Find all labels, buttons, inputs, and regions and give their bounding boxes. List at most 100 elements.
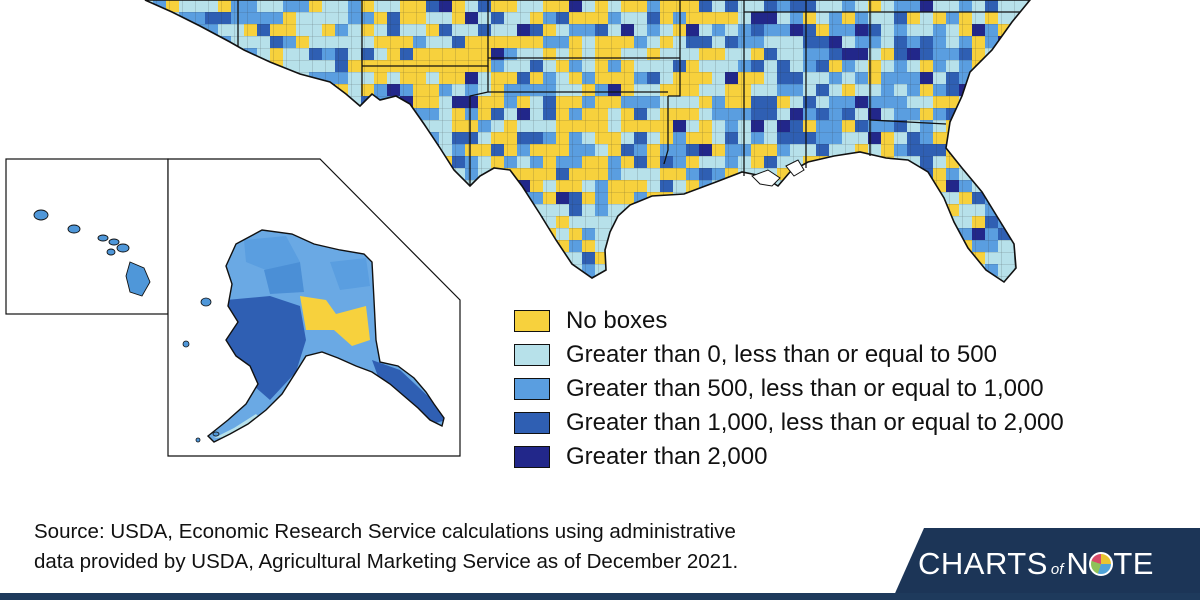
county-cell <box>296 84 309 96</box>
county-cell <box>556 288 569 300</box>
county-cell <box>907 240 920 252</box>
county-cell <box>1024 48 1030 60</box>
county-cell <box>218 108 231 120</box>
county-cell <box>855 228 868 240</box>
county-cell <box>517 276 530 282</box>
source-note: Source: USDA, Economic Research Service … <box>34 517 874 577</box>
county-cell <box>465 264 478 276</box>
county-cell <box>959 288 972 300</box>
county-cell <box>283 72 296 84</box>
county-cell <box>205 48 218 60</box>
county-cell <box>699 204 712 216</box>
county-cell <box>530 288 543 300</box>
county-cell <box>530 216 543 228</box>
county-cell <box>166 36 179 48</box>
county-cell <box>465 228 478 240</box>
county-cell <box>881 192 894 204</box>
county-cell <box>946 228 959 240</box>
county-cell <box>1024 72 1030 84</box>
county-cell <box>634 240 647 252</box>
county-cell <box>686 288 699 300</box>
county-cell <box>145 48 153 60</box>
county-cell <box>517 252 530 264</box>
county-cell <box>842 180 855 192</box>
county-cell <box>257 132 270 144</box>
county-cell <box>153 108 166 120</box>
county-cell <box>1037 12 1050 24</box>
county-cell <box>751 192 764 204</box>
county-cell <box>751 204 764 216</box>
county-cell <box>816 192 829 204</box>
county-cell <box>816 216 829 228</box>
county-cell <box>985 276 998 282</box>
county-cell <box>153 48 166 60</box>
county-cell <box>231 72 244 84</box>
county-cell <box>790 216 803 228</box>
county-cell <box>946 252 959 264</box>
county-cell <box>348 132 361 144</box>
county-cell <box>296 144 309 156</box>
county-cell <box>478 180 491 192</box>
county-cell <box>868 264 881 276</box>
county-cell <box>491 276 504 282</box>
county-cell <box>998 168 1011 180</box>
county-cell <box>465 204 478 216</box>
county-cell <box>933 264 946 276</box>
county-cell <box>920 240 933 252</box>
county-cell <box>790 240 803 252</box>
county-cell <box>1024 156 1030 168</box>
county-cell <box>855 276 868 282</box>
county-cell <box>933 288 946 300</box>
county-cell <box>400 216 413 228</box>
county-cell <box>145 120 153 132</box>
county-cell <box>283 132 296 144</box>
county-cell <box>1011 120 1024 132</box>
county-cell <box>400 192 413 204</box>
county-cell <box>751 252 764 264</box>
county-cell <box>439 228 452 240</box>
county-cell <box>855 264 868 276</box>
county-cell <box>660 264 673 276</box>
county-cell <box>335 96 348 108</box>
county-cell <box>881 252 894 264</box>
county-cell <box>972 108 985 120</box>
county-cell <box>231 84 244 96</box>
county-cell <box>517 288 530 300</box>
county-cell <box>179 24 192 36</box>
county-cell <box>465 216 478 228</box>
county-cell <box>738 288 751 300</box>
county-cell <box>816 168 829 180</box>
county-cell <box>1024 120 1030 132</box>
county-cell <box>647 264 660 276</box>
county-cell <box>998 204 1011 216</box>
county-cell <box>894 240 907 252</box>
county-cell <box>803 216 816 228</box>
county-cell <box>959 264 972 276</box>
county-cell <box>1011 72 1024 84</box>
hawaii-islands <box>33 209 151 297</box>
county-cell <box>153 120 166 132</box>
county-cell <box>686 228 699 240</box>
county-cell <box>673 240 686 252</box>
county-cell <box>868 204 881 216</box>
county-cell <box>309 84 322 96</box>
county-cell <box>660 276 673 282</box>
county-cell <box>452 264 465 276</box>
county-cell <box>751 216 764 228</box>
county-cell <box>855 288 868 300</box>
county-cell <box>686 216 699 228</box>
county-cell <box>816 276 829 282</box>
county-cell <box>608 240 621 252</box>
county-cell <box>153 132 166 144</box>
county-cell <box>881 168 894 180</box>
county-cell <box>465 192 478 204</box>
county-cell <box>556 264 569 276</box>
county-cell <box>153 84 166 96</box>
county-cell <box>452 228 465 240</box>
county-cell <box>439 192 452 204</box>
county-cell <box>959 276 972 282</box>
county-cell <box>621 264 634 276</box>
county-cell <box>985 108 998 120</box>
county-cell <box>166 120 179 132</box>
county-cell <box>257 84 270 96</box>
